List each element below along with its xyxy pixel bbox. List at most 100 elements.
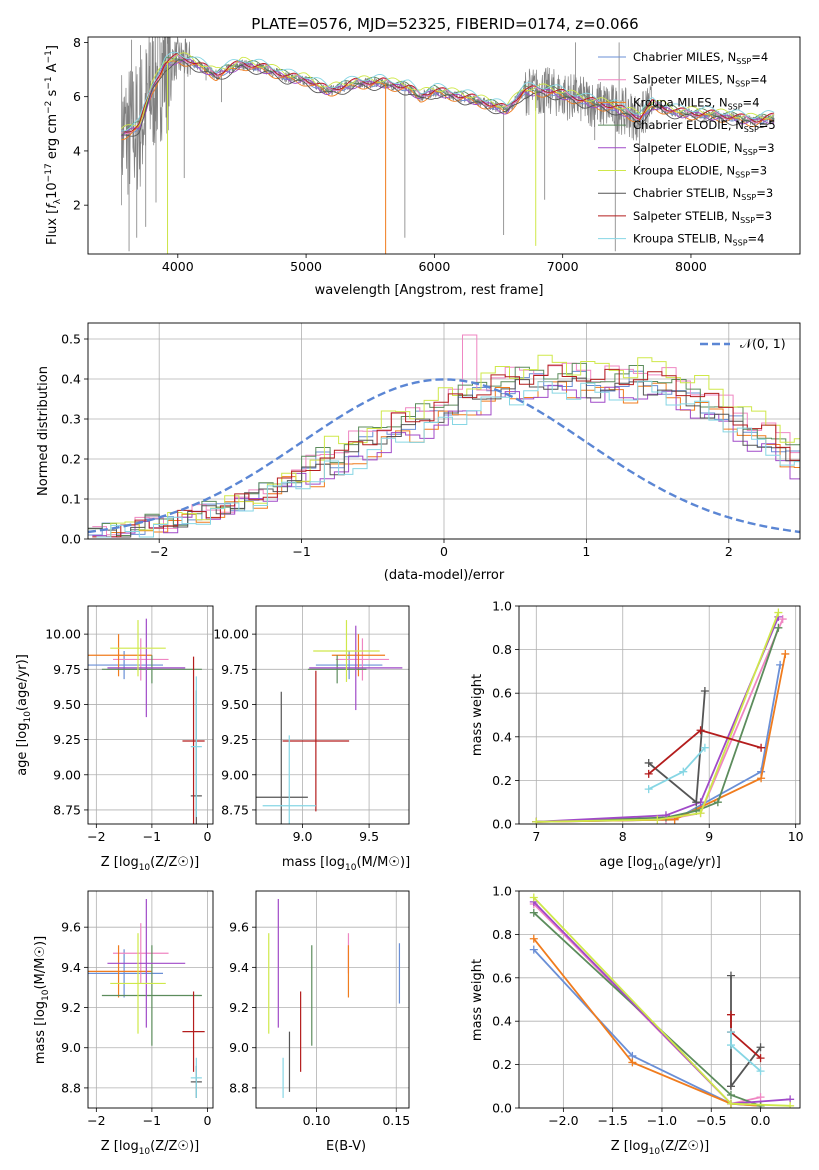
legend-nssp-symbol: N: [728, 50, 737, 64]
legend-model-name: Chabrier ELODIE: [633, 118, 728, 132]
legend-equals: =: [750, 164, 760, 178]
axes-frame: [255, 605, 410, 825]
grid: [88, 323, 800, 540]
legend-model-name: Salpeter MILES: [633, 73, 719, 87]
legend-entry: 𝒩(0, 1): [740, 336, 786, 351]
weight-point-marker: [696, 726, 705, 735]
y-tick-label: 9.0: [229, 1040, 249, 1055]
legend-equals: =: [751, 50, 761, 64]
y-tick-label: 9.50: [53, 697, 81, 712]
legend-sep: ,: [712, 95, 719, 109]
x-tick-label: −2.0: [548, 1113, 578, 1128]
y-tick-label: 9.6: [61, 920, 81, 935]
label-part: (Z/Z☉)]: [150, 855, 199, 870]
label-part: (age/yr)]: [15, 654, 30, 711]
legend-model-name: Kroupa STELIB: [633, 232, 717, 246]
x-tick-label: 9.0: [293, 829, 313, 844]
y-axis-label-part: −2: [44, 101, 54, 114]
legend-nssp-value: 3: [766, 186, 773, 200]
weight-point-marker: [726, 1090, 735, 1099]
legend-entry: Kroupa STELIB, NSSP=4: [633, 232, 765, 248]
weight-series-line: [536, 612, 780, 823]
y-tick-label: 1.0: [492, 599, 512, 614]
age-vs-mass-plot: 9.0 9.5 8.75 9.00 9.25 9.50 9.75 10.00 mass [log…: [213, 605, 410, 873]
y-tick-label: 9.25: [53, 732, 81, 747]
x-tick-label: −1: [292, 544, 310, 559]
x-tick-label: 0: [440, 544, 448, 559]
legend-sep: ,: [719, 164, 726, 178]
weight-point-marker: [756, 1101, 765, 1108]
x-tick-label: 0: [203, 829, 211, 844]
grid: [256, 891, 409, 1108]
legend-nssp-sub: SSP: [741, 193, 756, 202]
legend-entry: Salpeter MILES, NSSP=4: [633, 73, 767, 89]
legend-nssp-symbol: N: [719, 95, 728, 109]
y-tick-label: 0.8: [492, 642, 512, 657]
y-tick-label: 6: [73, 89, 81, 104]
axes-frame: [87, 322, 801, 540]
legend-sep: ,: [724, 209, 731, 223]
legend-nssp-symbol: N: [733, 186, 742, 200]
y-tick-label: 0.0: [492, 1101, 512, 1116]
legend-equals: =: [743, 95, 753, 109]
x-tick-label: −1.0: [647, 1113, 677, 1128]
y-tick-label: 9.2: [229, 1000, 249, 1015]
plot-area: [532, 608, 790, 824]
weight-point-marker: [644, 785, 653, 794]
legend-nssp-sub: SSP: [735, 171, 750, 180]
y-tick-label: 0.2: [492, 773, 512, 788]
y-tick-label: 8: [73, 35, 81, 50]
y-tick-label: 0.5: [61, 332, 81, 347]
y-tick-label: 2: [73, 198, 81, 213]
y-tick-label: 0.4: [61, 372, 81, 387]
y-tick-label: 0.2: [492, 1057, 512, 1072]
grid: [256, 606, 409, 824]
label-part: (Z/Z☉)]: [660, 1139, 709, 1154]
plot-area: [121, 37, 775, 254]
x-tick-label: −1: [143, 829, 161, 844]
weight-point-marker: [756, 1067, 765, 1076]
legend-nssp-sub: SSP: [735, 80, 750, 89]
x-tick-label: 6000: [418, 259, 450, 274]
residual-histogram: [92, 364, 800, 538]
plot-area: [268, 899, 401, 1098]
label-part: age [log: [15, 723, 30, 776]
x-tick-label: 7000: [547, 259, 579, 274]
y-tick-label: 4: [73, 143, 81, 158]
grid: [519, 890, 800, 1109]
label-part: (age/yr)]: [664, 855, 721, 870]
x-tick-label: −0.5: [696, 1113, 726, 1128]
legend-model-name: Chabrier STELIB: [633, 186, 725, 200]
weight-series-line: [730, 1032, 762, 1072]
legend-equals: =: [759, 118, 769, 132]
weight-series-line: [648, 747, 706, 790]
label-part: mass [log: [33, 1001, 48, 1064]
y-axis-label: mass [log10(M/M☉)]: [33, 936, 51, 1064]
residual-histogram: [88, 362, 800, 536]
legend-nssp-sub: SSP: [728, 102, 743, 111]
y-tick-label: 0.0: [492, 817, 512, 832]
y-axis-label: Normed distribution: [36, 366, 51, 496]
legend-nssp-sub: SSP: [744, 125, 759, 134]
label-part: 10: [139, 863, 151, 873]
legend-sep: ,: [728, 118, 735, 132]
x-axis-label: wavelength [Angstrom, rest frame]: [315, 283, 544, 298]
x-tick-label: 0.0: [751, 1113, 771, 1128]
y-tick-label: 9.2: [61, 1000, 81, 1015]
grid: [519, 605, 800, 825]
weight-point-marker: [774, 623, 783, 632]
y-tick-label: 8.8: [229, 1080, 249, 1095]
legend-entry: Kroupa MILES, NSSP=4: [633, 95, 760, 111]
mass-vs-extinction-plot: 0.10 0.15 8.8 9.0 9.2 9.4 9.6 E(B-V): [229, 890, 410, 1154]
weight-point-marker: [696, 809, 705, 818]
y-axis-label: mass weight: [470, 674, 485, 756]
label-part: Z [log: [611, 1139, 649, 1154]
y-axis-label-part: ]: [45, 45, 60, 50]
weight-point-marker: [644, 769, 653, 778]
x-tick-label: 0.10: [303, 1113, 331, 1128]
y-tick-label: 8.75: [53, 802, 81, 817]
y-tick-label: 10.00: [213, 627, 249, 642]
legend-sep: ,: [727, 141, 734, 155]
plot-area: [88, 618, 205, 824]
